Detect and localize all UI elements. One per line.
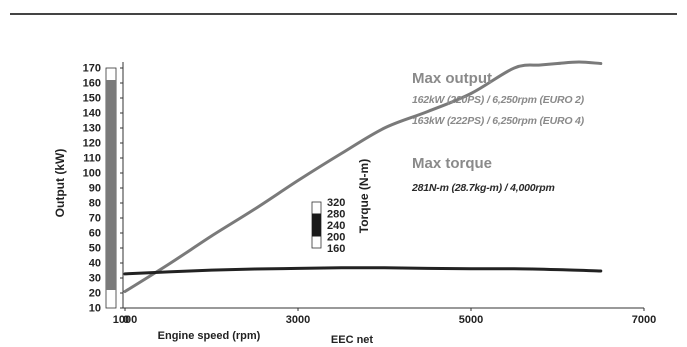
y-left-axis-title: Output (kW) — [53, 149, 67, 218]
y-left-tick-label: 10 — [89, 303, 101, 315]
y-left-tick-label: 50 — [89, 243, 101, 255]
max-output-euro2: 162kW (220PS) / 6,250rpm (EURO 2) — [412, 94, 584, 106]
y-left-tick-label: 170 — [83, 63, 101, 75]
chart-labels: 10 20 30 40 50 60 70 80 90 100 110 120 130 140 150 160 1… — [53, 63, 656, 347]
y-left-tick-label: 100 — [83, 168, 101, 180]
y-left-tick-label: 70 — [89, 213, 101, 225]
y-left-tick-label: 130 — [83, 123, 101, 135]
max-torque-title: Max torque — [412, 155, 493, 172]
y-left-tick-label: 90 — [89, 183, 101, 195]
y-right-tick-label: 320 — [327, 197, 345, 209]
y-left-tick-label: 80 — [89, 198, 101, 210]
x-axis-title: Engine speed (rpm) — [158, 330, 261, 342]
y-right-tick-label: 160 — [327, 243, 345, 255]
y-right-tick-label: 240 — [327, 220, 345, 232]
x-tick-label: 5000 — [459, 314, 483, 326]
torque-curve — [123, 266, 603, 276]
x-tick-label: 7000 — [632, 314, 656, 326]
torque-scale-bar — [312, 213, 321, 237]
y-left-tick-label: 120 — [83, 138, 101, 150]
output-scale-bar — [106, 80, 116, 290]
y-right-tick-label: 200 — [327, 232, 345, 244]
max-output-euro4: 163kW (222PS) / 6,250rpm (EURO 4) — [412, 115, 584, 127]
y-left-tick-label: 40 — [89, 258, 101, 270]
x-tick-label: 0 — [123, 314, 129, 326]
y-left-tick-label: 140 — [83, 108, 101, 120]
y-left-tick-label: 30 — [89, 273, 101, 285]
x-tick-label: 1000 — [113, 314, 137, 326]
y-left-tick-label: 160 — [83, 78, 101, 90]
eec-net-note: EEC net — [331, 334, 374, 346]
y-right-tick-label: 280 — [327, 209, 345, 221]
y-left-tick-label: 60 — [89, 228, 101, 240]
max-output-title: Max output — [412, 70, 492, 87]
max-torque-value: 281N-m (28.7kg-m) / 4,000rpm — [412, 182, 555, 194]
y-left-tick-label: 110 — [83, 153, 101, 165]
y-left-tick-label: 150 — [83, 93, 101, 105]
y-left-tick-label: 20 — [89, 288, 101, 300]
output-curve — [123, 60, 603, 293]
chart-axes — [105, 62, 645, 311]
top-rule — [10, 13, 677, 15]
y-right-axis-title: Torque (N-m) — [357, 159, 371, 233]
x-tick-label: 3000 — [286, 314, 310, 326]
chart-series — [123, 60, 603, 293]
